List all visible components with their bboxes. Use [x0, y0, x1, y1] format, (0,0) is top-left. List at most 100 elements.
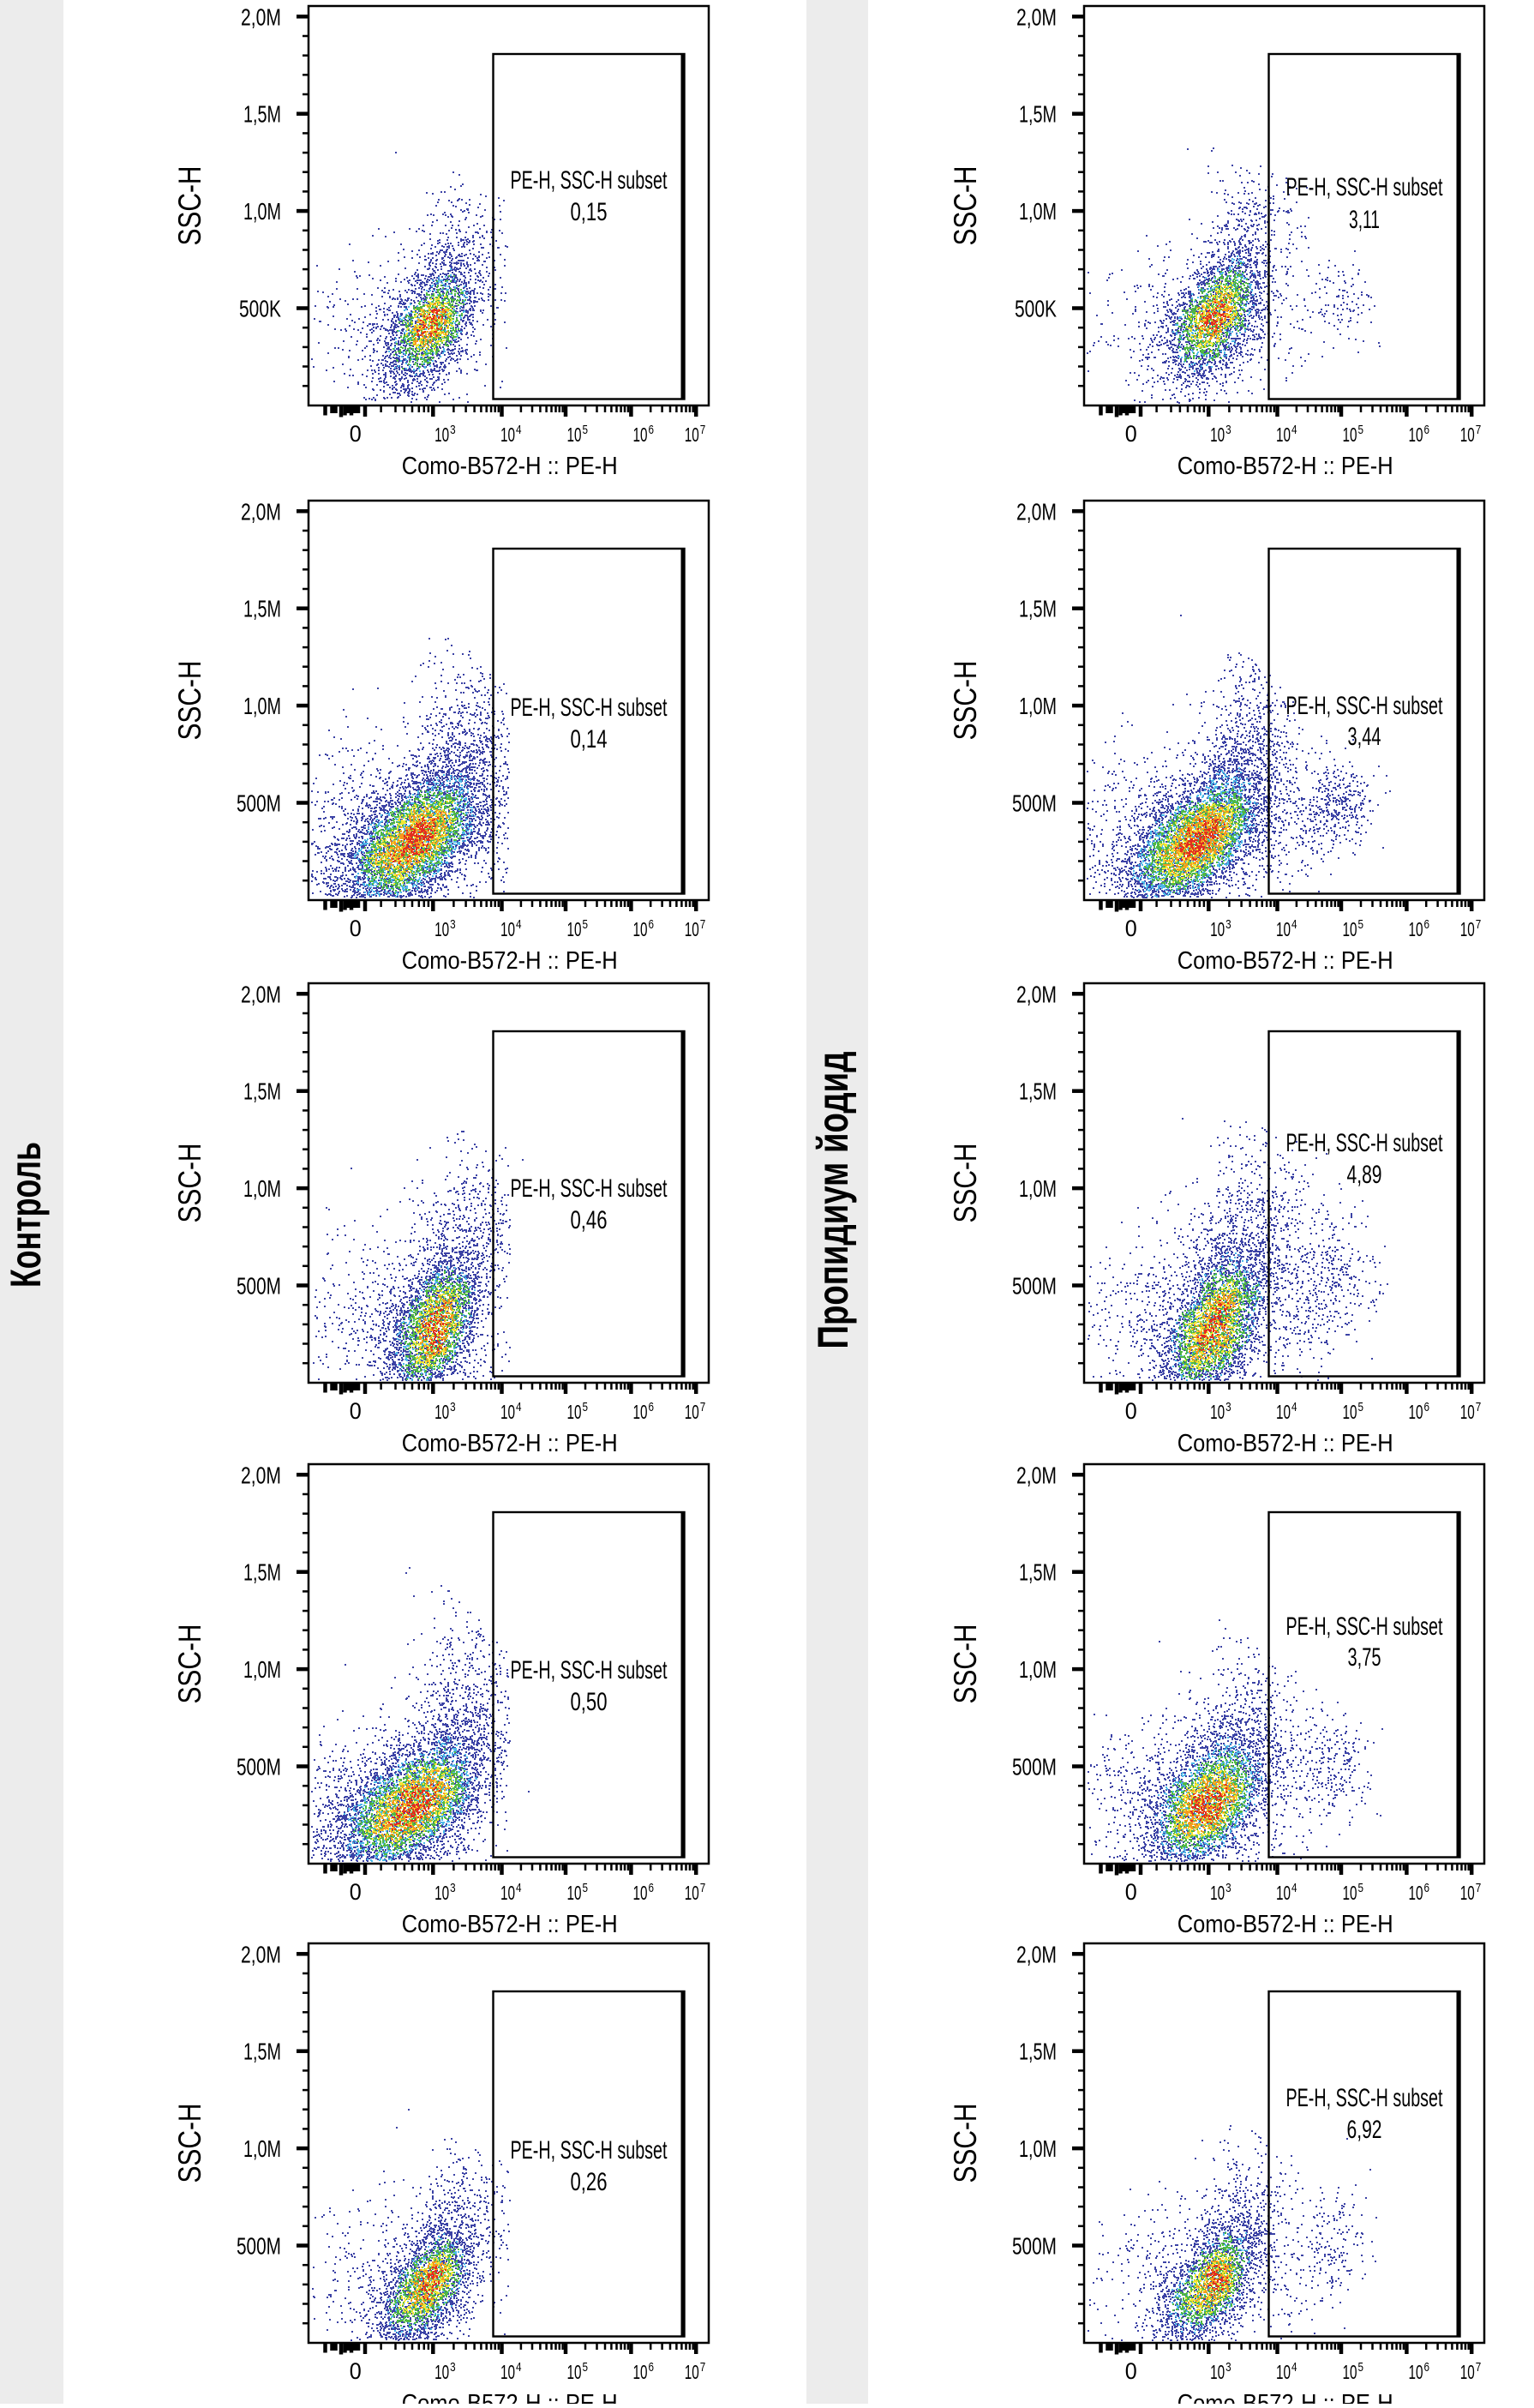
svg-text:10: 10 [434, 423, 449, 446]
svg-text:0: 0 [1125, 421, 1137, 447]
svg-text:SSC-H: SSC-H [172, 661, 207, 741]
svg-text:10: 10 [1343, 1401, 1357, 1423]
svg-text:3: 3 [1225, 1400, 1231, 1414]
svg-text:10: 10 [1460, 918, 1475, 940]
svg-text:0: 0 [350, 1879, 362, 1905]
svg-text:4: 4 [516, 1400, 522, 1414]
svg-text:10: 10 [1210, 423, 1225, 446]
svg-text:10: 10 [1210, 2361, 1225, 2383]
svg-text:0: 0 [350, 1398, 362, 1424]
svg-text:4: 4 [1291, 423, 1297, 437]
svg-text:10: 10 [1276, 1401, 1291, 1423]
svg-text:500M: 500M [237, 1754, 281, 1780]
svg-text:2,0M: 2,0M [241, 3, 281, 30]
svg-text:10: 10 [685, 1882, 699, 1904]
svg-text:4: 4 [516, 1881, 522, 1895]
svg-text:10: 10 [1409, 918, 1423, 940]
svg-text:Como-B572-H :: PE-H: Como-B572-H :: PE-H [1177, 1430, 1393, 1457]
svg-text:10: 10 [567, 2361, 582, 2383]
svg-text:Como-B572-H :: PE-H: Como-B572-H :: PE-H [402, 2390, 618, 2404]
svg-text:4: 4 [516, 2360, 522, 2375]
svg-text:1,0M: 1,0M [243, 1175, 281, 1202]
svg-text:6: 6 [649, 1881, 655, 1895]
svg-text:10: 10 [1460, 2361, 1475, 2383]
svg-text:10: 10 [1276, 918, 1291, 940]
svg-text:PE-H, SSC-H subset: PE-H, SSC-H subset [511, 1174, 668, 1203]
svg-text:10: 10 [1343, 423, 1357, 446]
svg-text:10: 10 [1409, 1401, 1423, 1423]
svg-text:Como-B572-H :: PE-H: Como-B572-H :: PE-H [402, 1911, 618, 1938]
svg-text:5: 5 [583, 1881, 589, 1895]
svg-text:5: 5 [583, 423, 589, 437]
svg-text:7: 7 [700, 423, 706, 437]
svg-text:7: 7 [1476, 1400, 1482, 1414]
svg-text:500M: 500M [1012, 1273, 1057, 1300]
svg-text:1,5M: 1,5M [1019, 1559, 1057, 1586]
svg-text:7: 7 [1476, 1881, 1482, 1895]
svg-text:1,0M: 1,0M [243, 2135, 281, 2162]
svg-text:500M: 500M [237, 790, 281, 817]
svg-text:10: 10 [500, 2361, 515, 2383]
svg-text:PE-H, SSC-H subset: PE-H, SSC-H subset [511, 1656, 668, 1684]
svg-text:4: 4 [1291, 2360, 1297, 2375]
svg-text:SSC-H: SSC-H [172, 166, 207, 246]
svg-text:Пропидиум йодид: Пропидиум йодид [809, 1052, 857, 1349]
svg-text:2,0M: 2,0M [241, 1462, 281, 1488]
svg-text:5: 5 [1358, 917, 1364, 932]
svg-text:6: 6 [649, 1400, 655, 1414]
svg-text:3: 3 [1225, 2360, 1231, 2375]
svg-text:10: 10 [1276, 423, 1291, 446]
svg-text:0: 0 [1125, 916, 1137, 941]
svg-text:0: 0 [1125, 1398, 1137, 1424]
svg-text:Como-B572-H :: PE-H: Como-B572-H :: PE-H [402, 453, 618, 480]
svg-text:3: 3 [450, 423, 456, 437]
svg-text:2,0M: 2,0M [1016, 498, 1057, 525]
svg-text:1,5M: 1,5M [1019, 1078, 1057, 1105]
svg-text:2,0M: 2,0M [241, 498, 281, 525]
svg-text:3,75: 3,75 [1348, 1643, 1381, 1672]
svg-text:10: 10 [500, 1401, 515, 1423]
svg-text:SSC-H: SSC-H [172, 2104, 207, 2183]
svg-text:10: 10 [1276, 2361, 1291, 2383]
svg-text:10: 10 [434, 2361, 449, 2383]
svg-text:10: 10 [685, 1401, 699, 1423]
svg-text:1,0M: 1,0M [1019, 693, 1057, 719]
svg-text:4,89: 4,89 [1347, 1161, 1382, 1189]
svg-text:1,5M: 1,5M [243, 596, 281, 622]
svg-text:500M: 500M [1012, 790, 1057, 817]
svg-text:1,0M: 1,0M [1019, 2135, 1057, 2162]
svg-text:3,11: 3,11 [1349, 206, 1380, 234]
svg-text:0,46: 0,46 [571, 1206, 608, 1234]
svg-text:PE-H, SSC-H subset: PE-H, SSC-H subset [1286, 1612, 1443, 1641]
svg-text:10: 10 [1276, 1882, 1291, 1904]
svg-text:Контроль: Контроль [2, 1142, 50, 1288]
svg-text:7: 7 [700, 1400, 706, 1414]
svg-text:1,5M: 1,5M [243, 1559, 281, 1586]
svg-text:Como-B572-H :: PE-H: Como-B572-H :: PE-H [402, 947, 618, 975]
svg-text:0,50: 0,50 [571, 1688, 608, 1716]
svg-text:6: 6 [1424, 1881, 1430, 1895]
svg-text:3: 3 [450, 917, 456, 932]
svg-text:10: 10 [1460, 1882, 1475, 1904]
svg-text:PE-H, SSC-H subset: PE-H, SSC-H subset [1286, 173, 1443, 201]
svg-text:Como-B572-H :: PE-H: Como-B572-H :: PE-H [1177, 453, 1393, 480]
svg-text:1,5M: 1,5M [1019, 101, 1057, 128]
svg-text:10: 10 [434, 918, 449, 940]
svg-text:10: 10 [567, 423, 582, 446]
svg-text:4: 4 [516, 423, 522, 437]
svg-text:6: 6 [649, 917, 655, 932]
svg-text:6: 6 [1424, 1400, 1430, 1414]
svg-text:7: 7 [700, 1881, 706, 1895]
svg-text:6: 6 [649, 2360, 655, 2375]
svg-text:Como-B572-H :: PE-H: Como-B572-H :: PE-H [1177, 947, 1393, 975]
svg-text:10: 10 [500, 1882, 515, 1904]
svg-text:10: 10 [567, 918, 582, 940]
svg-text:5: 5 [1358, 1400, 1364, 1414]
svg-text:PE-H, SSC-H subset: PE-H, SSC-H subset [511, 694, 668, 722]
svg-text:500M: 500M [237, 1273, 281, 1300]
svg-text:0: 0 [350, 916, 362, 941]
svg-text:10: 10 [685, 918, 699, 940]
svg-text:500K: 500K [239, 296, 281, 322]
svg-text:3: 3 [450, 2360, 456, 2375]
svg-text:10: 10 [1343, 2361, 1357, 2383]
